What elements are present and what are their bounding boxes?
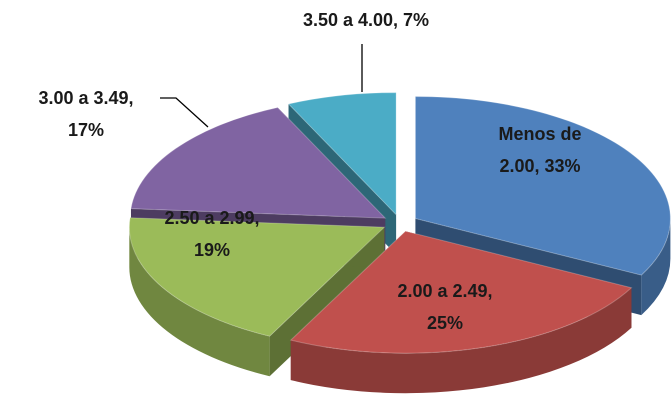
data-label: 2.50 a 2.99, 19% (164, 208, 259, 260)
data-label: 2.00 a 2.49, 25% (397, 281, 492, 333)
data-label: 3.50 a 4.00, 7% (303, 10, 429, 30)
data-label: Menos de 2.00, 33% (498, 124, 581, 176)
slice (289, 230, 633, 354)
slice (414, 96, 671, 276)
slice-side (290, 287, 632, 394)
slice-side (129, 227, 270, 377)
slice (287, 92, 397, 216)
slice (130, 106, 387, 219)
data-label: 3.00 a 3.49, 17% (38, 88, 133, 140)
slice-side (641, 218, 671, 316)
slice (128, 217, 386, 337)
leader-line (160, 97, 209, 128)
